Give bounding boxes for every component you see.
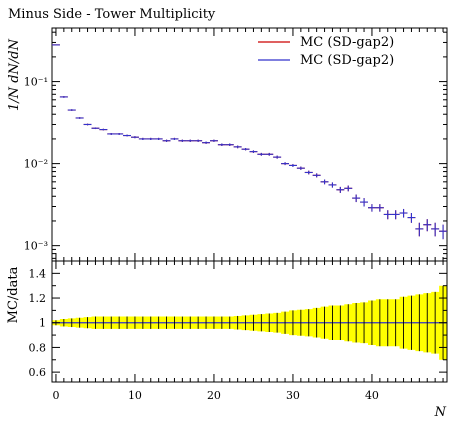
x-tick-label: 0 [52,389,59,402]
ratio-y-tick-labels: 0.6 0.8 1 1.2 1.4 [29,267,47,379]
x-tick-label: 30 [286,389,300,402]
ratio-panel-frame [51,260,448,383]
main-y-axis-label: 1/N dN/dN [7,38,22,111]
y-tick-label: 1.2 [29,292,47,305]
legend: MC (SD-gap2) MC (SD-gap2) [258,35,394,68]
main-y-tick-labels: 10⁻³ 10⁻² 10⁻¹ [24,76,48,253]
x-tick-labels: 0 10 20 30 40 [52,389,379,402]
main-panel: 10⁻³ 10⁻² 10⁻¹ 1/N dN/dN MC (SD-gap2) MC (… [7,27,448,262]
ratio-y-axis-label: MC/data [6,266,21,323]
ratio-axis-ticks [52,261,447,382]
y-tick-label: 10⁻³ [24,240,48,253]
y-tick-label: 10⁻² [24,158,48,171]
ratio-panel: 0.6 0.8 1 1.2 1.4 0 10 20 30 40 MC/data N [6,260,448,420]
x-tick-label: 40 [365,389,379,402]
y-tick-label: 0.6 [29,366,47,379]
y-tick-label: 1 [39,317,46,330]
series-mc-blue [52,44,447,240]
chart-title: Minus Side - Tower Multiplicity [8,7,216,22]
y-tick-label: 1.4 [29,267,47,280]
x-axis-label: N [434,405,447,420]
legend-label-blue: MC (SD-gap2) [300,53,394,68]
x-tick-label: 10 [128,389,142,402]
x-tick-label: 20 [207,389,221,402]
legend-label-red: MC (SD-gap2) [300,35,394,50]
y-tick-label: 10⁻¹ [24,76,48,89]
series-mc-red [52,44,447,240]
main-axis-ticks [52,28,447,261]
y-tick-label: 0.8 [29,341,47,354]
